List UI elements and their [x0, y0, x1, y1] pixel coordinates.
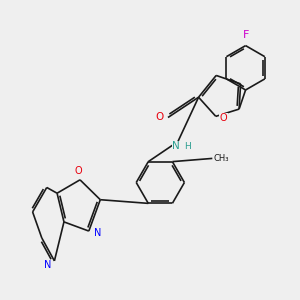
Text: O: O	[75, 167, 82, 176]
Text: O: O	[220, 113, 227, 123]
Text: CH₃: CH₃	[214, 154, 230, 163]
Text: N: N	[44, 260, 51, 271]
Text: N: N	[94, 228, 101, 239]
Text: F: F	[242, 30, 249, 40]
Text: H: H	[184, 142, 191, 151]
Text: O: O	[155, 112, 164, 122]
Text: N: N	[172, 141, 180, 151]
